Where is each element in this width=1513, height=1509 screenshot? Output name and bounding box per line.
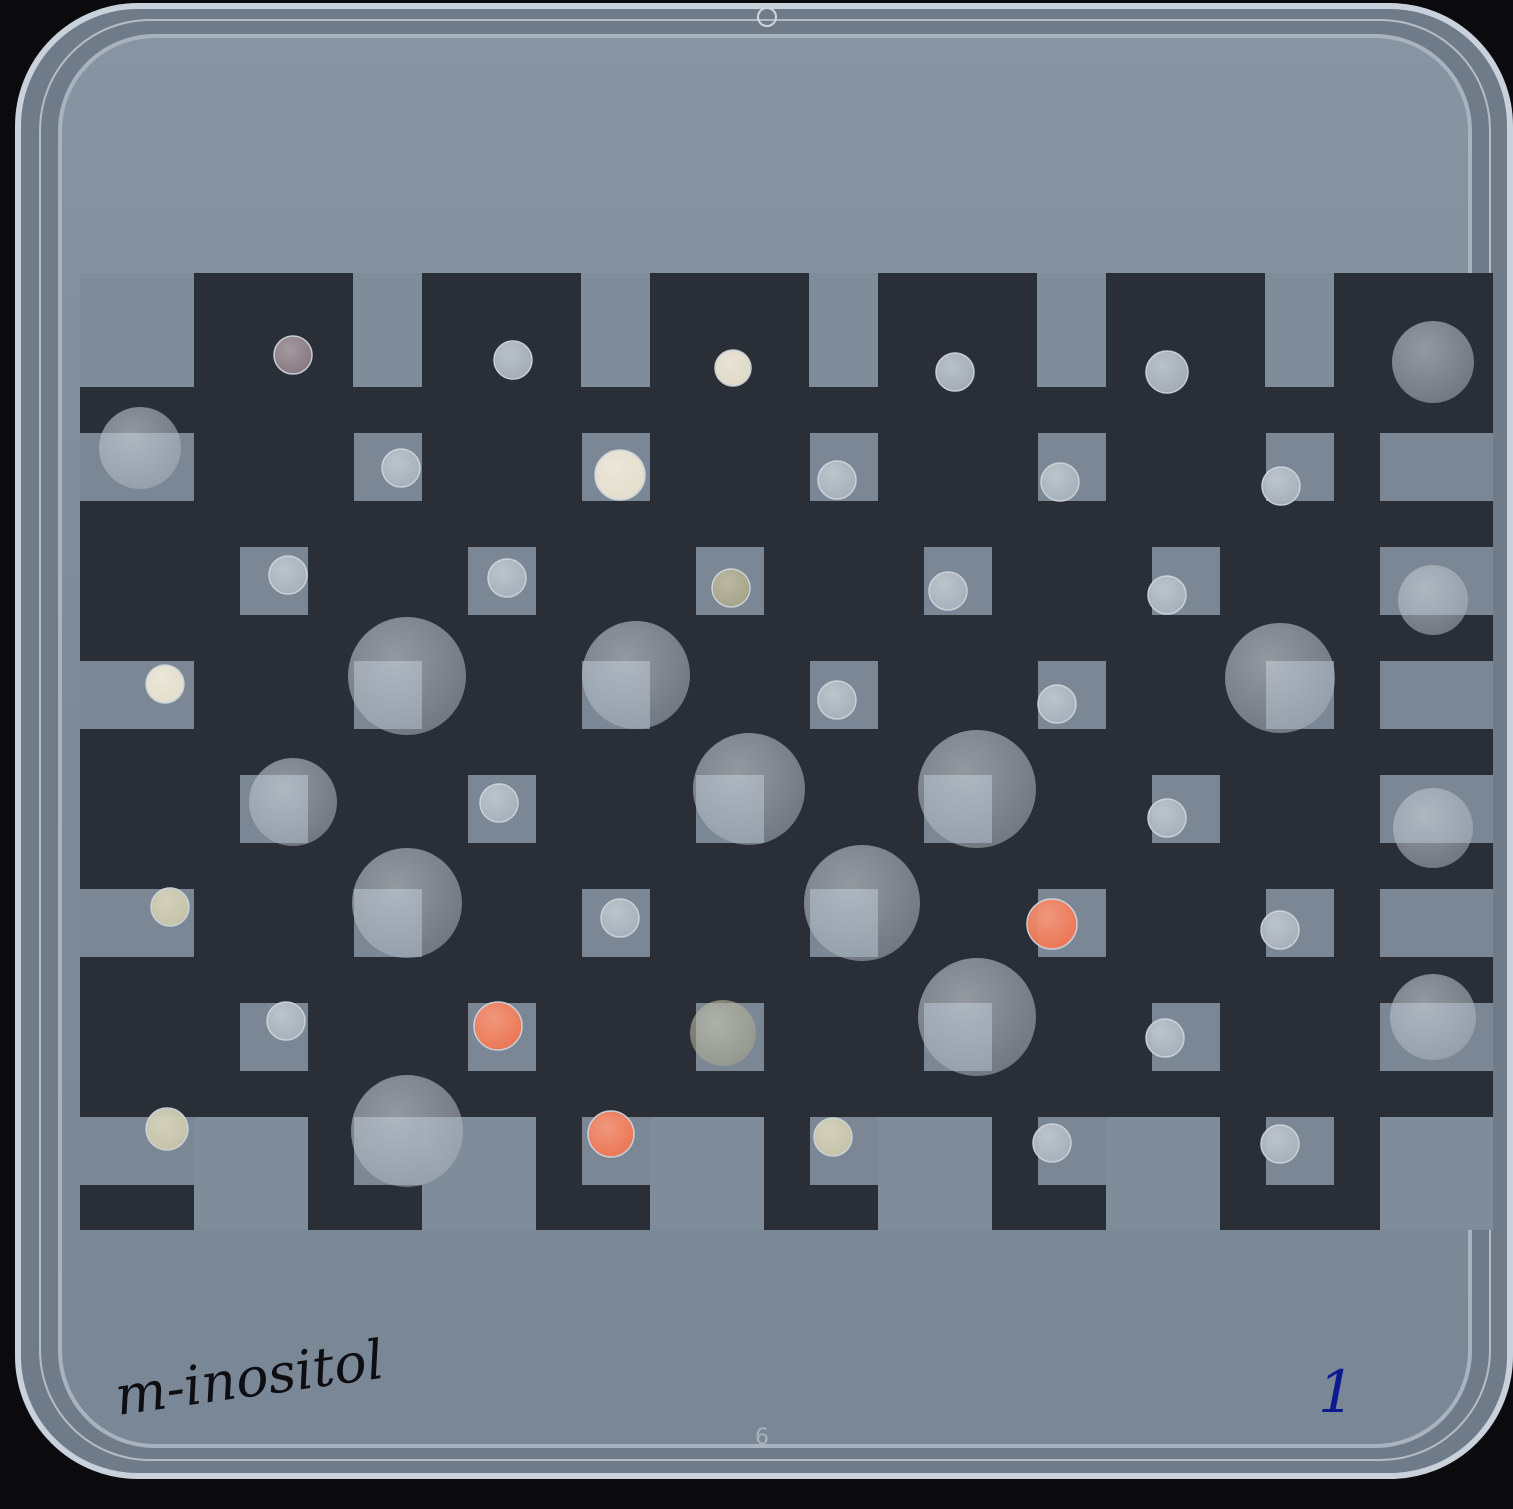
colony-highlight	[1033, 1124, 1071, 1162]
colony-highlight	[146, 1108, 188, 1150]
colony-highlight	[1027, 899, 1077, 949]
board-tile	[1380, 661, 1493, 729]
colony-highlight	[1393, 788, 1473, 868]
colony-highlight	[588, 1111, 634, 1157]
colony-highlight	[382, 449, 420, 487]
colony-highlight	[99, 407, 181, 489]
colony-highlight	[348, 617, 466, 735]
colony-highlight	[804, 845, 920, 961]
colony-highlight	[151, 888, 189, 926]
colony-highlight	[1390, 974, 1476, 1060]
colony-highlight	[712, 569, 750, 607]
molded-number: 6	[755, 1425, 769, 1450]
colony-highlight	[1148, 576, 1186, 614]
plate-number-label: 1	[1318, 1358, 1355, 1426]
colony-highlight	[249, 758, 337, 846]
board-gap	[194, 1117, 308, 1230]
colony-grid	[99, 321, 1476, 1187]
colony-highlight	[1038, 685, 1076, 723]
board-gap	[1265, 273, 1334, 387]
colony-highlight	[351, 1075, 463, 1187]
board-gap	[353, 273, 422, 387]
colony-highlight	[269, 556, 307, 594]
colony-highlight	[1262, 467, 1300, 505]
board-gap	[650, 1117, 764, 1230]
colony-highlight	[818, 681, 856, 719]
colony-highlight	[715, 350, 751, 386]
colony-highlight	[595, 450, 645, 500]
colony-highlight	[601, 899, 639, 937]
colony-highlight	[488, 559, 526, 597]
board-gap	[1037, 273, 1106, 387]
colony-highlight	[936, 353, 974, 391]
board-gap	[1380, 1117, 1493, 1230]
board-tile	[1380, 433, 1493, 501]
colony-highlight	[929, 572, 967, 610]
colony-highlight	[690, 1000, 756, 1066]
colony-highlight	[918, 958, 1036, 1076]
board-gap	[80, 273, 194, 387]
colony-highlight	[814, 1118, 852, 1156]
colony-highlight	[274, 336, 312, 374]
colony-highlight	[582, 621, 690, 729]
colony-highlight	[1225, 623, 1335, 733]
colony-highlight	[818, 461, 856, 499]
board-gap	[809, 273, 878, 387]
colony-highlight	[267, 1002, 305, 1040]
colony-highlight	[1148, 799, 1186, 837]
board-gap	[1106, 1117, 1220, 1230]
colony-highlight	[1146, 351, 1188, 393]
colony-highlight	[1041, 463, 1079, 501]
board-tile	[1380, 889, 1493, 957]
colony-highlight	[918, 730, 1036, 848]
colony-highlight	[352, 848, 462, 958]
board-gap	[878, 1117, 992, 1230]
colony-highlight	[1261, 911, 1299, 949]
colony-highlight	[474, 1002, 522, 1050]
colony-highlight	[480, 784, 518, 822]
colony-highlight	[1146, 1019, 1184, 1057]
colony-highlight	[1261, 1125, 1299, 1163]
colony-highlight	[693, 733, 805, 845]
colony-highlight	[1398, 565, 1468, 635]
colony-highlight	[1392, 321, 1474, 403]
plate-top-notch	[757, 7, 777, 27]
board-gap	[581, 273, 650, 387]
colony-highlight	[146, 665, 184, 703]
colony-highlight	[494, 341, 532, 379]
